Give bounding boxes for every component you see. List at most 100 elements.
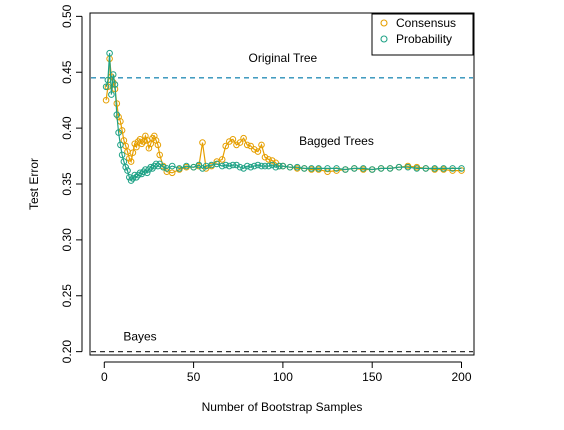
- data-point-probability: [265, 162, 272, 170]
- data-point-probability: [129, 175, 137, 182]
- legend-marker-probability: [380, 35, 388, 43]
- data-point-consensus: [118, 127, 126, 134]
- x-tick-label: 50: [187, 370, 201, 384]
- data-point-probability: [213, 160, 221, 168]
- data-point-probability: [458, 165, 465, 172]
- data-point-probability: [360, 165, 367, 172]
- data-point-probability: [236, 163, 244, 171]
- data-point-probability: [315, 165, 322, 172]
- data-point-probability: [333, 165, 340, 172]
- data-point-probability: [111, 81, 119, 88]
- data-point-probability: [308, 165, 315, 172]
- data-point-probability: [124, 167, 131, 174]
- data-point-probability: [272, 163, 280, 171]
- data-point-probability: [286, 163, 294, 171]
- data-point-consensus: [258, 141, 265, 149]
- legend-box: [371, 13, 474, 56]
- data-point-probability: [395, 163, 403, 171]
- data-point-probability: [109, 71, 117, 78]
- data-point-probability: [261, 162, 269, 170]
- data-point-probability: [368, 166, 376, 173]
- y-axis-label: Test Error: [27, 158, 41, 210]
- data-point-consensus: [143, 137, 151, 144]
- data-point-probability: [279, 162, 287, 170]
- data-point-probability: [183, 162, 190, 170]
- y-tick-label: 0.30: [60, 228, 74, 252]
- x-tick-label: 200: [451, 370, 471, 384]
- data-point-probability: [143, 169, 151, 177]
- y-tick-label: 0.35: [60, 172, 74, 196]
- x-tick-label: 0: [101, 370, 108, 384]
- plot-frame: [89, 12, 475, 356]
- data-point-probability: [413, 165, 421, 172]
- data-point-probability: [324, 165, 331, 172]
- legend-marker-consensus: [380, 19, 388, 27]
- data-point-consensus: [129, 149, 137, 156]
- y-tick-label: 0.45: [60, 60, 74, 84]
- data-point-consensus: [140, 138, 147, 145]
- x-axis-label: Number of Bootstrap Samples: [202, 400, 363, 414]
- data-point-consensus: [222, 142, 229, 150]
- data-point-probability: [156, 160, 163, 168]
- series-line-consensus: [105, 58, 462, 174]
- data-point-consensus: [251, 146, 258, 153]
- data-point-consensus: [240, 134, 247, 142]
- data-point-consensus: [154, 141, 162, 149]
- data-point-probability: [243, 162, 251, 170]
- annotation-bagged-trees: Bagged Trees: [299, 134, 374, 148]
- data-point-probability: [168, 162, 176, 170]
- data-point-probability: [222, 161, 229, 169]
- annotation-bayes: Bayes: [123, 329, 156, 343]
- data-point-probability: [190, 163, 197, 171]
- data-point-consensus: [147, 140, 154, 148]
- data-point-consensus: [265, 156, 272, 163]
- data-point-consensus: [236, 139, 244, 146]
- data-point-probability: [293, 163, 301, 171]
- data-point-consensus: [120, 137, 128, 144]
- data-point-probability: [268, 161, 276, 169]
- y-tick-label: 0.20: [60, 340, 74, 364]
- data-point-consensus: [229, 136, 237, 143]
- x-axis: 0 50 100 150 200: [101, 361, 472, 384]
- data-point-consensus: [168, 169, 176, 177]
- data-point-probability: [226, 162, 233, 170]
- data-point-consensus: [126, 155, 133, 162]
- data-point-probability: [102, 83, 110, 91]
- data-point-probability: [147, 163, 154, 171]
- y-tick-label: 0.25: [60, 284, 74, 308]
- x-tick-label: 150: [362, 370, 382, 384]
- data-point-probability: [449, 165, 456, 172]
- data-point-probability: [218, 162, 226, 170]
- data-point-consensus: [261, 153, 269, 161]
- data-point-consensus: [272, 159, 280, 167]
- annotation-original-tree: Original Tree: [249, 51, 318, 65]
- data-point-probability: [113, 111, 121, 118]
- data-point-probability: [117, 141, 124, 149]
- data-point-probability: [126, 174, 133, 181]
- y-axis: 0.20 0.25 0.30 0.35 0.40 0.45 0.50: [60, 4, 83, 364]
- data-point-probability: [251, 162, 258, 170]
- data-point-probability: [229, 161, 237, 169]
- data-point-probability: [120, 158, 128, 165]
- data-point-probability: [351, 165, 358, 172]
- data-point-consensus: [254, 148, 262, 155]
- data-point-probability: [440, 165, 447, 172]
- data-point-probability: [176, 165, 183, 172]
- y-tick-label: 0.40: [60, 116, 74, 140]
- data-point-consensus: [247, 142, 254, 150]
- data-point-probability: [431, 165, 439, 172]
- data-point-probability: [108, 91, 115, 98]
- data-point-consensus: [102, 96, 110, 104]
- legend: Consensus Probability: [371, 13, 474, 56]
- data-point-probability: [233, 161, 240, 169]
- annotations: Original Tree Bagged Trees Bayes: [123, 51, 374, 343]
- data-point-probability: [195, 161, 203, 169]
- series-layer: [102, 49, 465, 184]
- data-point-probability: [104, 76, 112, 84]
- data-point-consensus: [127, 158, 135, 165]
- data-point-probability: [247, 163, 254, 171]
- data-point-probability: [106, 49, 113, 57]
- data-point-consensus: [199, 139, 206, 146]
- data-point-probability: [276, 162, 283, 170]
- data-point-probability: [377, 165, 385, 172]
